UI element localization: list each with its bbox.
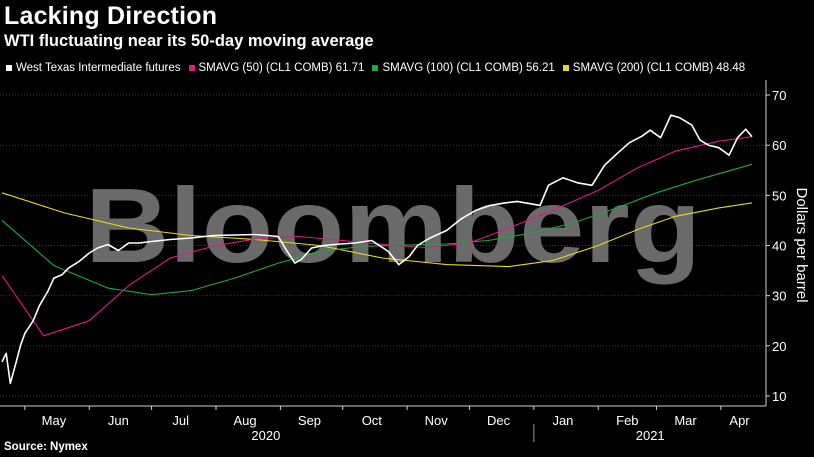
legend-item-sma50: SMAVG (50) (CL1 COMB) 61.71 [188,62,365,74]
series-line-wti [1,114,753,385]
legend-label-sma200: SMAVG (200) (CL1 COMB) 48.48 [572,62,746,74]
y-tick-label: 10 [772,389,786,404]
chart-title: Lacking Direction [4,2,218,30]
x-tick-label: Dec [487,413,511,428]
y-tick-label: 50 [772,188,786,203]
legend-label-wti: West Texas Intermediate futures [16,62,181,74]
x-tick-label: Aug [234,413,257,428]
x-tick-label: Jan [552,413,573,428]
legend-item-sma100: SMAVG (100) (CL1 COMB) 56.21 [372,62,555,74]
x-tick-label: Feb [616,413,638,428]
series-line-sma200 [1,192,753,268]
legend-item-wti: West Texas Intermediate futures [6,62,181,74]
x-tick-label: Sep [298,413,321,428]
x-tick-label: Mar [674,413,697,428]
legend-swatch-sma200 [562,65,569,71]
x-tick-label: Jul [172,413,189,428]
source-note: Source: Nymex [4,441,88,453]
legend-swatch-sma100 [372,65,379,71]
y-tick-label: 60 [772,138,786,153]
y-tick-label: 20 [772,339,786,354]
y-tick-label: 70 [772,88,786,103]
y-tick-label: 30 [772,289,786,304]
series-lines [1,114,753,385]
x-tick-label: Oct [362,413,383,428]
series-line-sma100 [1,163,753,296]
legend-item-sma200: SMAVG (200) (CL1 COMB) 48.48 [562,62,746,74]
axes: 10 20 30 40 50 60 70 Dollars per barrel May Jun Ju… [0,80,810,443]
x-tick-label: Apr [729,413,750,428]
bloomberg-watermark: Bloomberg [85,167,701,285]
y-axis-label: Dollars per barrel [793,187,810,302]
year-label: 2020 [251,428,280,443]
x-tick-label: May [42,413,67,428]
legend-swatch-wti [6,65,12,71]
year-label: 2021 [636,428,665,443]
series-line-sma50 [1,136,753,337]
legend-swatch-sma50 [188,65,195,71]
y-tick-label: 40 [772,239,786,254]
legend-label-sma50: SMAVG (50) (CL1 COMB) 61.71 [198,62,365,74]
x-tick-label: Nov [425,413,449,428]
chart-subtitle: WTI fluctuating near its 50-day moving a… [4,32,374,50]
x-tick-label: Jun [108,413,129,428]
legend-label-sma100: SMAVG (100) (CL1 COMB) 56.21 [382,62,555,74]
legend: West Texas Intermediate futures SMAVG (5… [6,62,745,74]
